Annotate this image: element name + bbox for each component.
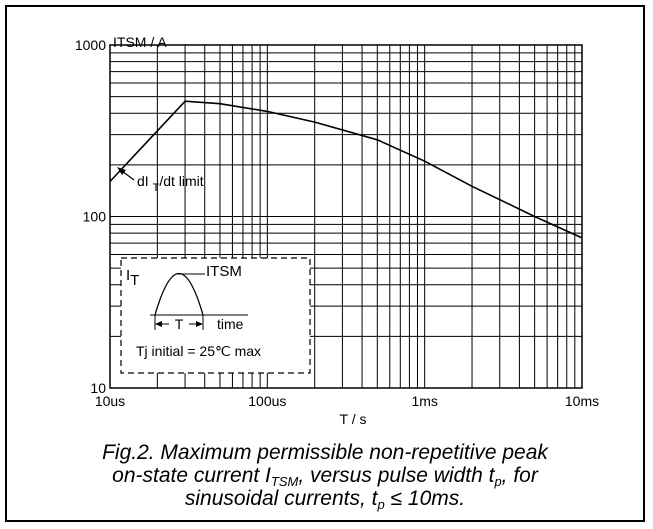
tick-labels: 10us 100us 1ms 10ms 10 100 1000 <box>75 37 599 409</box>
inset-note: Tj initial = 25℃ max <box>136 343 261 359</box>
y-tick-label: 10 <box>90 380 106 396</box>
plot-border <box>109 44 583 389</box>
y-tick-label: 100 <box>83 209 107 225</box>
series-line <box>109 100 583 239</box>
x-tick-label: 1ms <box>411 393 437 409</box>
inset-t-label: T <box>175 316 184 332</box>
caption-line-1: Fig.2. Maximum permissible non-repetitiv… <box>102 441 548 464</box>
series-layer <box>109 100 583 239</box>
didt-arrow-head <box>117 167 126 175</box>
figure-frame <box>5 5 645 522</box>
inset-it-label: IT <box>126 267 139 289</box>
x-tick-label: 10ms <box>565 393 599 409</box>
x-axis-label: T / s <box>340 411 367 427</box>
x-tick-label: 10us <box>95 393 125 409</box>
inset-itsm-label: ITSM <box>206 263 242 280</box>
figure-caption: Fig.2. Maximum permissible non-repetitiv… <box>12 441 638 512</box>
didt-annotation: dI T/dt limit <box>137 173 204 194</box>
inset-box: IT ITSM T time Tj initial = 25℃ max <box>120 257 311 374</box>
inset-t-arrowhead-left <box>155 321 162 327</box>
caption-line-3: sinusoidal currents, tp ≤ 10ms. <box>184 487 466 512</box>
caption-line-2: on-state current ITSM, versus pulse widt… <box>112 464 538 489</box>
inset-t-arrowhead-right <box>196 321 203 327</box>
inset-time-label: time <box>217 316 244 332</box>
y-axis-label: ITSM / A <box>113 34 167 50</box>
x-tick-label: 100us <box>248 393 286 409</box>
y-tick-label: 1000 <box>75 37 106 53</box>
